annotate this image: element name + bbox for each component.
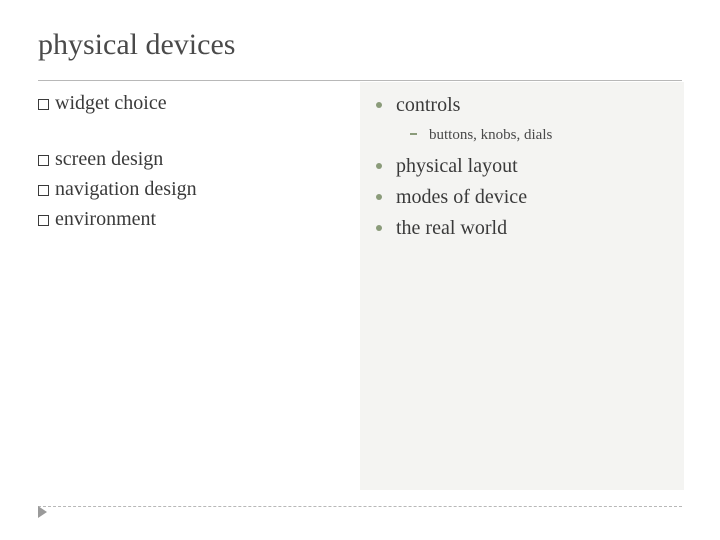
footer-divider xyxy=(38,506,682,507)
dot-bullet-icon xyxy=(376,163,382,169)
list-item-label: the real world xyxy=(396,213,507,244)
list-item-label: navigation design xyxy=(55,174,197,204)
list-item: navigation design xyxy=(38,174,338,204)
list-item-label: modes of device xyxy=(396,182,527,213)
title-divider xyxy=(38,80,682,81)
square-bullet-icon xyxy=(38,215,49,226)
square-bullet-icon xyxy=(38,99,49,110)
list-item: physical layout xyxy=(376,151,668,182)
right-panel: controls buttons, knobs, dials physical … xyxy=(360,82,684,490)
list-item-label: environment xyxy=(55,204,156,234)
list-item-label: screen design xyxy=(55,144,163,174)
list-item-label: widget choice xyxy=(55,88,167,118)
sub-list-item-label: buttons, knobs, dials xyxy=(429,123,552,147)
list-item: modes of device xyxy=(376,182,668,213)
dot-bullet-icon xyxy=(376,194,382,200)
play-marker-icon xyxy=(38,506,47,518)
list-item: screen design xyxy=(38,144,338,174)
list-item: widget choice xyxy=(38,88,338,118)
list-item: environment xyxy=(38,204,338,234)
list-item: controls xyxy=(376,90,668,121)
list-gap xyxy=(38,118,338,144)
dot-bullet-icon xyxy=(376,102,382,108)
list-item-label: controls xyxy=(396,90,460,121)
slide: physical devices widget choice screen de… xyxy=(0,0,720,540)
square-bullet-icon xyxy=(38,155,49,166)
list-item-label: physical layout xyxy=(396,151,518,182)
list-item: the real world xyxy=(376,213,668,244)
dash-bullet-icon xyxy=(410,133,417,135)
sub-list-item: buttons, knobs, dials xyxy=(410,123,668,147)
left-column: widget choice screen design navigation d… xyxy=(38,88,338,234)
slide-title: physical devices xyxy=(38,28,235,62)
square-bullet-icon xyxy=(38,185,49,196)
dot-bullet-icon xyxy=(376,225,382,231)
